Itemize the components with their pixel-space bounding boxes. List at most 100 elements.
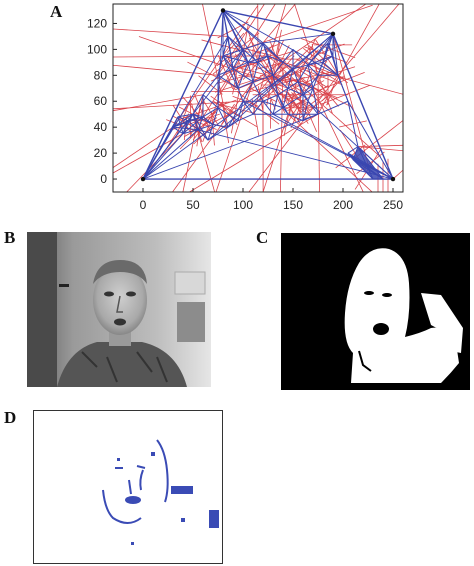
mesh-edge <box>237 62 249 89</box>
voronoi-ray <box>252 4 367 83</box>
voronoi-ray <box>113 126 174 169</box>
voronoi-edge <box>318 57 328 83</box>
mesh-edge <box>227 33 334 128</box>
mesh-edge <box>262 100 274 115</box>
mesh-edge <box>272 74 289 89</box>
mesh-edge <box>172 116 179 128</box>
y-tick-label: 120 <box>87 16 107 30</box>
mesh-edge <box>257 61 274 76</box>
panel-label-c: C <box>256 228 269 247</box>
edge-block-right <box>171 486 193 494</box>
mesh-edge <box>287 113 304 122</box>
mesh-edge <box>302 94 309 102</box>
voronoi-ray <box>172 81 254 192</box>
mesh-edge <box>312 75 319 89</box>
edge-hair-right <box>156 439 169 503</box>
voronoi-edge-layer <box>113 4 403 192</box>
mask-chin-line <box>358 350 372 372</box>
edge-eyes <box>115 465 146 469</box>
mesh-edge <box>307 55 334 66</box>
edge-speck <box>131 542 134 545</box>
right-eye <box>126 291 136 297</box>
mesh-edge <box>332 33 339 76</box>
mesh-edge <box>187 120 199 131</box>
mesh-edge <box>142 68 294 180</box>
mesh-edge <box>212 124 229 128</box>
mask-left-eye <box>364 291 374 295</box>
mesh-edge <box>222 55 239 89</box>
voronoi-ray <box>317 75 320 192</box>
y-tick-label: 80 <box>94 68 108 82</box>
mesh-edge <box>142 36 229 180</box>
mesh-edge <box>272 62 284 76</box>
panel-label-b: B <box>4 228 16 247</box>
voronoi-ray <box>113 94 204 112</box>
mesh-edge <box>277 87 289 96</box>
x-tick-label: 50 <box>186 198 200 212</box>
office-chair <box>177 302 205 342</box>
mesh-edge <box>302 101 309 121</box>
mesh-edge <box>287 87 304 96</box>
mesh-edge <box>287 81 299 89</box>
mesh-hull-edge <box>222 9 334 35</box>
mesh-edge <box>302 75 319 96</box>
mesh-edge <box>202 94 219 109</box>
mesh-edge <box>242 42 264 50</box>
mask-mouth <box>373 323 389 335</box>
mesh-edge <box>307 88 314 102</box>
voronoi-ray <box>138 36 289 89</box>
mesh-edge <box>207 126 229 141</box>
voronoi-ray <box>113 55 269 58</box>
edge-speck <box>117 458 120 461</box>
mesh-edge <box>217 107 239 122</box>
mesh-edge <box>307 64 314 89</box>
mesh-edge <box>207 124 214 141</box>
voronoi-ray <box>113 28 229 37</box>
x-tick-label: 250 <box>383 198 403 212</box>
mesh-edge <box>252 100 264 115</box>
mesh-edge <box>222 10 249 63</box>
voronoi-ray <box>217 4 265 76</box>
plot-frame <box>112 3 404 193</box>
mesh-edge <box>197 124 214 131</box>
left-eye <box>104 291 114 297</box>
mesh-vertex <box>390 176 396 182</box>
mesh-edge <box>222 10 279 96</box>
mesh-edge <box>322 61 339 76</box>
mesh-edge <box>222 10 284 63</box>
voronoi-ray <box>352 119 403 160</box>
edge-strokes <box>102 439 169 524</box>
mesh-edge <box>282 61 294 70</box>
voronoi-ray <box>188 113 319 192</box>
edge-speck <box>151 452 155 456</box>
voronoi-ray <box>113 64 219 76</box>
mesh-edge <box>307 42 329 66</box>
voronoi-edge <box>269 72 302 92</box>
mesh-edge <box>172 113 194 128</box>
voronoi-ray <box>113 133 184 174</box>
delaunay-mesh-layer <box>140 8 396 182</box>
voronoi-ray <box>337 4 400 76</box>
mesh-edge <box>192 113 214 126</box>
voronoi-edge <box>182 96 199 116</box>
mesh-edge <box>297 81 314 89</box>
voronoi-edge <box>248 87 278 103</box>
window <box>174 271 206 295</box>
mesh-hull-edge <box>142 10 224 180</box>
voronoi-ray <box>248 75 339 192</box>
voronoi-ray <box>392 169 403 180</box>
mesh-edge <box>302 87 314 96</box>
mesh-edge <box>242 100 254 115</box>
mesh-edge <box>272 107 284 115</box>
mesh-edge <box>317 62 324 76</box>
mesh-edge <box>247 55 269 63</box>
mesh-edge <box>297 64 309 83</box>
mesh-edge <box>282 107 289 115</box>
mesh-edge <box>227 36 244 50</box>
mesh-edge <box>292 68 299 82</box>
edge-mouth <box>125 496 141 504</box>
mouth <box>114 318 126 326</box>
mesh-edge <box>292 49 309 66</box>
mesh-vertex <box>330 31 336 37</box>
skin-region-patch <box>431 363 443 373</box>
